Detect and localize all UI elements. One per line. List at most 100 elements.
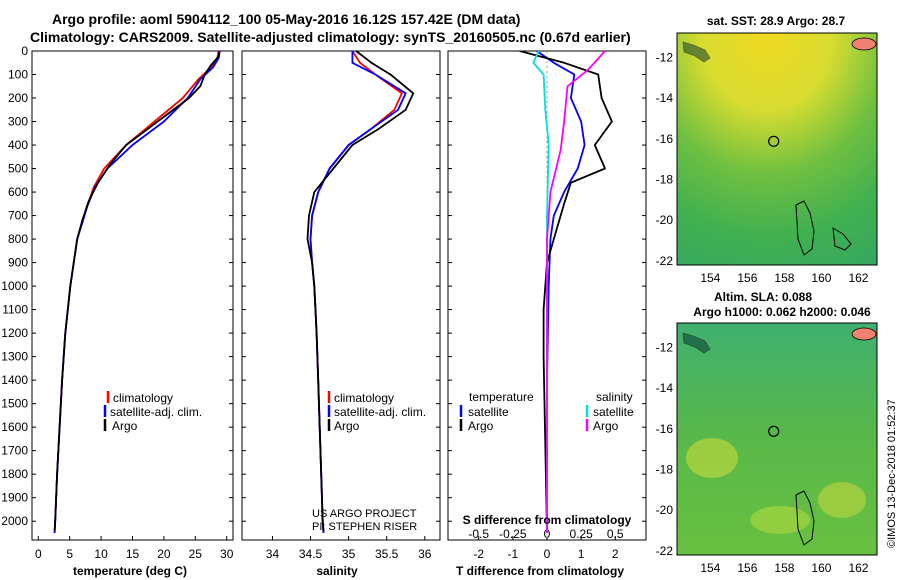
x-tick-label: -1 [508,547,519,561]
difference-legend-temperature: temperature satellite Argo [459,390,534,433]
x-tick2-label: 0.5 [607,527,624,541]
series-line-salinity-argo [546,51,606,533]
y-tick-label: 1300 [1,350,28,364]
x-tick-label: 35 [342,547,356,561]
map-x-tick-label: 162 [848,561,868,575]
series-line-climatology [309,51,403,533]
x-tick2-label: 0 [544,527,551,541]
sla-map-anomaly-patch [818,482,866,518]
series-line-temperature-argo [519,51,613,533]
sst-map-field [677,33,877,265]
salinity-xlabel: salinity [316,564,358,578]
legend-label-climatology: climatology [334,391,394,405]
y-tick-label: 600 [8,185,28,199]
series-line-temperature-satellite [536,51,586,533]
y-tick-label: 1600 [1,420,28,434]
map-x-tick-label: 156 [737,561,757,575]
sla-map-frame [676,322,878,556]
series-line-argo [306,51,415,531]
salinity-plot-frame [241,50,441,541]
temperature-legend: climatology satellite-adj. clim. Argo [103,391,202,433]
map-x-tick-label: 156 [737,271,757,285]
map-y-tick-label: -22 [656,254,674,268]
y-tick-label: 300 [8,115,28,129]
y-tick-label: 1800 [1,467,28,481]
x-tick-label: 25 [189,547,203,561]
sst-map-frame [676,32,878,266]
sst-map-reef-outline [795,200,815,256]
sla-map-subtitle: Argo h1000: 0.062 h2000: 0.046 [693,305,871,319]
legend-label-argo: Argo [334,419,360,433]
temperature-series [53,51,221,533]
y-tick-label: 1500 [1,397,28,411]
sla-map-anomaly-patch [686,438,738,478]
difference-legend-salinity: salinity satellite Argo [585,390,634,433]
sla-map-land [851,327,877,341]
axis-ticks: 0100200300400500600700800900100011001200… [1,44,869,575]
difference-xlabel: T difference from climatology [456,564,624,578]
legend-label-s-argo: Argo [593,419,619,433]
sla-map-island-coast [682,332,711,354]
y-tick-label: 1400 [1,373,28,387]
y-tick-label: 1700 [1,444,28,458]
y-tick-label: 0 [21,44,28,58]
x-tick-label: 30 [220,547,234,561]
x-tick-label: 5 [66,547,73,561]
legend-title-temperature: temperature [469,390,534,404]
difference-xlabel2: S difference from climatology [463,513,632,527]
y-tick-label: 1900 [1,491,28,505]
map-y-tick-label: -18 [656,463,674,477]
x-tick-label: 0 [35,547,42,561]
credit-pi: PI: STEPHEN RISER [312,521,417,533]
map-x-tick-label: 158 [774,271,794,285]
map-x-tick-label: 158 [774,561,794,575]
header-title-line2: Climatology: CARS2009. Satellite-adjuste… [30,29,631,45]
y-tick-label: 1100 [2,303,28,317]
legend-label-t-satellite: satellite [468,405,509,419]
sst-map-title: sat. SST: 28.9 Argo: 28.7 [707,14,846,28]
sla-map-title: Altim. SLA: 0.088 [714,290,812,304]
legend-title-salinity: salinity [596,390,633,404]
y-tick-label: 1200 [1,326,28,340]
credit-project: US ARGO PROJECT [312,508,417,520]
x-tick2-label: -0.5 [468,527,489,541]
map-y-tick-label: -16 [656,132,674,146]
y-tick-label: 200 [8,91,28,105]
x-tick-label: 36 [418,547,432,561]
x-tick-label: 15 [126,547,140,561]
difference-series [519,51,613,533]
map-y-tick-label: -14 [656,381,674,395]
map-x-tick-label: 154 [700,561,720,575]
sst-map-island-coast [682,41,711,63]
sla-map-features [682,327,877,546]
timestamp-label: ©IMOS 13-Dec-2018 01:52:37 [886,399,898,548]
y-tick-label: 800 [8,232,28,246]
y-tick-label: 900 [8,256,28,270]
sla-map-reef-outline [795,490,815,546]
series-line-satellite-adj-clim- [309,51,407,533]
legend-label-climatology: climatology [113,391,173,405]
map-x-tick-label: 154 [700,271,720,285]
x-tick-label: 1 [578,547,585,561]
x-tick-label: 0 [544,547,551,561]
sst-map-features [682,37,877,256]
salinity-legend: climatology satellite-adj. clim. Argo [327,391,426,433]
map-y-tick-label: -18 [656,173,674,187]
header-title-line1: Argo profile: aoml 5904112_100 05-May-20… [52,11,520,27]
series-line-salinity-satellite [532,51,550,533]
x-tick-label: 34.5 [299,547,323,561]
map-y-tick-label: -12 [656,340,674,354]
legend-label-argo: Argo [112,419,138,433]
x-tick2-label: 0.25 [569,527,593,541]
x-tick2-label: -0.25 [499,527,527,541]
legend-label-s-satellite: satellite [593,405,634,419]
map-y-tick-label: -14 [656,91,674,105]
x-tick-label: 2 [612,547,619,561]
map-y-tick-label: -16 [656,422,674,436]
y-tick-label: 700 [8,209,28,223]
map-y-tick-label: -22 [656,544,674,558]
legend-label-t-argo: Argo [468,419,494,433]
map-x-tick-label: 160 [811,271,831,285]
y-tick-label: 400 [8,138,28,152]
